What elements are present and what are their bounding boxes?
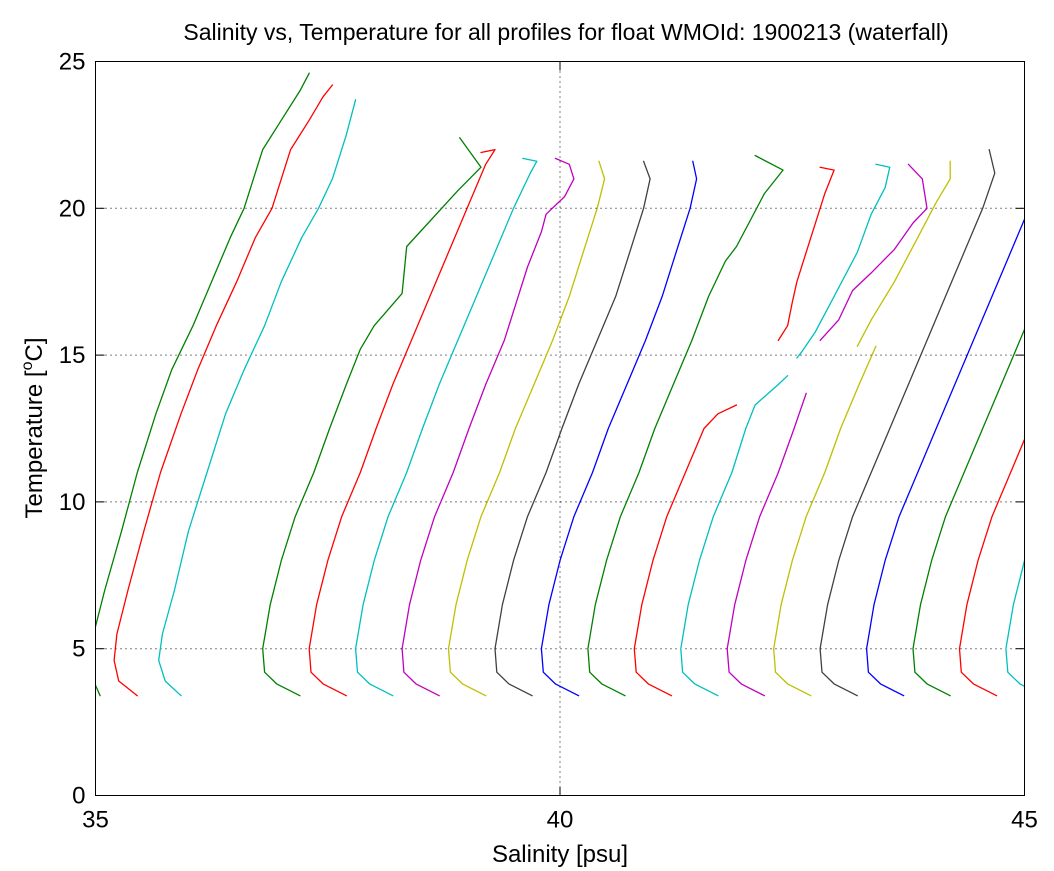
profile-line-8: [447, 160, 606, 697]
x-tick-label: 35: [82, 807, 109, 834]
profile-line-20: [819, 148, 996, 697]
x-tick-label: 40: [547, 807, 574, 834]
profile-line-15: [796, 163, 891, 359]
y-axis-label: Temperature [oC]: [19, 338, 48, 519]
profile-line-24: [1005, 558, 1025, 687]
grid-lines: [95, 61, 1025, 796]
profile-line-4: [262, 137, 482, 697]
profile-line-21: [865, 217, 1025, 697]
profile-line-14: [680, 375, 789, 697]
profile-series: [95, 72, 1025, 697]
y-tick-label: 20: [59, 195, 86, 222]
profile-line-1: [95, 72, 310, 697]
profile-line-22: [912, 327, 1025, 697]
profile-line-7: [401, 157, 575, 697]
tick-labels: 35 40 45 0 5 10 15 20 25: [59, 49, 1038, 834]
profile-line-2: [113, 84, 334, 697]
profile-line-3: [158, 99, 357, 697]
y-tick-label: 0: [72, 783, 85, 810]
y-tick-label: 5: [72, 636, 85, 663]
y-tick-label: 15: [59, 342, 86, 369]
profile-line-12: [633, 404, 738, 697]
profile-line-17: [819, 163, 928, 342]
chart-title: Salinity vs, Temperature for all profile…: [183, 19, 948, 45]
profile-line-13: [777, 166, 835, 342]
axis-ticks: [95, 61, 1025, 796]
profile-line-16: [726, 392, 807, 697]
profile-line-18: [773, 345, 877, 697]
profile-line-11: [587, 154, 784, 697]
x-tick-label: 45: [1011, 807, 1038, 834]
profile-line-19: [856, 160, 951, 347]
profile-line-10: [540, 160, 698, 697]
y-axis-label-main: Temperature [: [21, 370, 48, 518]
x-axis-label: Salinity [psu]: [492, 841, 628, 868]
y-tick-label: 25: [59, 49, 86, 76]
y-axis-label-superscript: o: [19, 361, 36, 370]
profile-line-6: [354, 157, 538, 697]
y-tick-label: 10: [59, 489, 86, 516]
profile-line-23: [958, 437, 1025, 697]
profile-line-9: [494, 160, 651, 697]
y-axis-label-end: C]: [21, 338, 48, 362]
profile-line-5: [308, 148, 496, 697]
